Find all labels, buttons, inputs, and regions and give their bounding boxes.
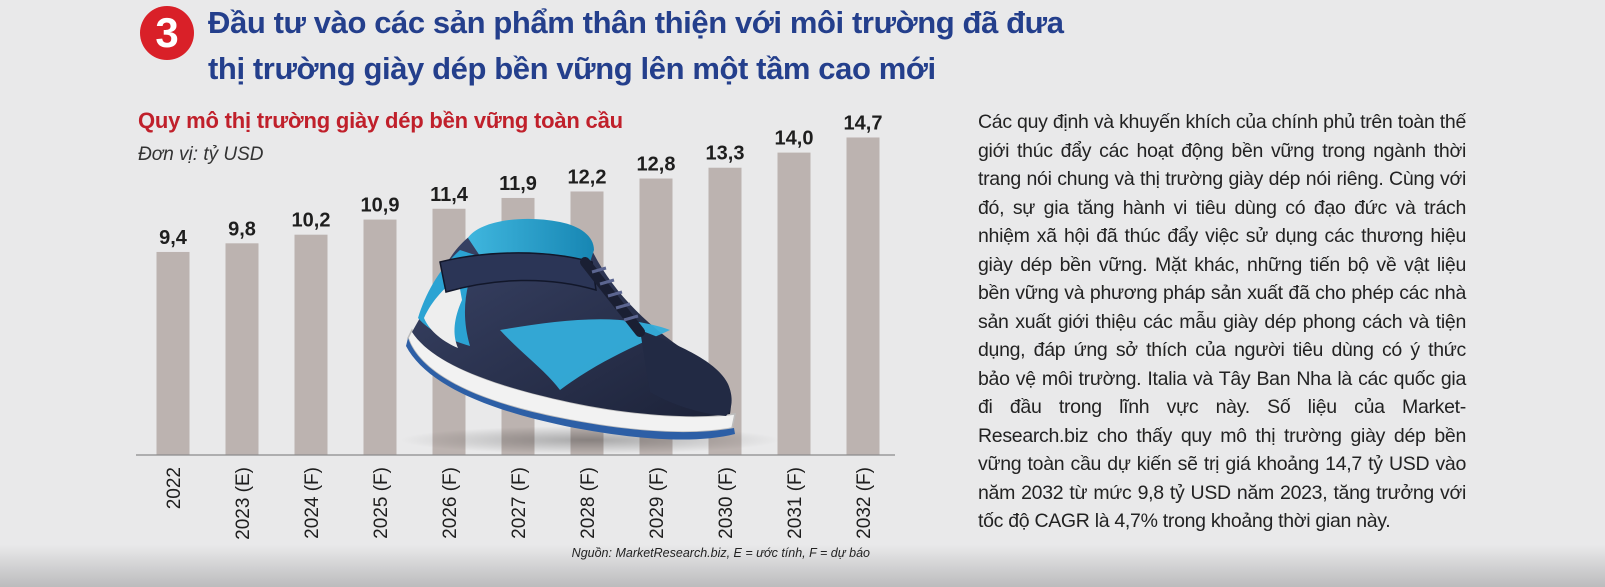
headline-line-2: thị trường giày dép bền vững lên một tầm… xyxy=(208,51,936,86)
bottom-shadow xyxy=(0,545,1605,587)
article-paragraph: Các quy định và khuyến khích của chính p… xyxy=(978,111,1466,532)
value-label-group: 9,4 9,8 10,2 10,9 11,4 11,9 12,2 12,8 13,3 14,0 14… xyxy=(159,112,882,248)
bar-2023-E xyxy=(225,243,259,455)
bar-2031-F xyxy=(777,152,811,455)
bar-2022 xyxy=(156,251,190,455)
chart-source-note: Nguồn: MarketResearch.biz, E = ước tính,… xyxy=(571,546,870,560)
x-tick-label: 2023 (E) xyxy=(233,467,254,540)
value-label: 12,8 xyxy=(637,154,676,176)
value-label: 13,3 xyxy=(706,143,745,165)
bar-2032-F xyxy=(846,137,880,456)
x-tick-label: 2025 (F) xyxy=(371,467,392,539)
value-label: 10,9 xyxy=(361,195,400,217)
x-tick-label: 2022 xyxy=(164,467,185,509)
x-tick-label: 2028 (F) xyxy=(578,467,599,539)
tick-label-group: 2022 2023 (E) 2024 (F) 2025 (F) 2026 (F) 2027… xyxy=(164,467,875,540)
section-number-badge: 3 xyxy=(140,6,194,60)
value-label: 12,2 xyxy=(568,166,607,188)
x-tick-label: 2024 (F) xyxy=(302,467,323,539)
x-tick-label: 2027 (F) xyxy=(509,467,530,539)
chart-title: Quy mô thị trường giày dép bền vững toàn… xyxy=(138,108,623,133)
bar-2025-F xyxy=(363,219,397,455)
bar-chart: 9,4 9,8 10,2 10,9 11,4 11,9 12,2 12,8 13,3 14,0 14… xyxy=(136,112,895,540)
value-label: 14,0 xyxy=(775,128,814,150)
x-tick-label: 2032 (F) xyxy=(854,467,875,539)
x-tick-label: 2031 (F) xyxy=(785,467,806,539)
value-label: 11,9 xyxy=(499,173,537,195)
value-label: 10,2 xyxy=(292,210,331,232)
value-label: 14,7 xyxy=(844,112,883,134)
x-tick-label: 2029 (F) xyxy=(647,467,668,539)
bar-2024-F xyxy=(294,234,328,455)
value-label: 9,4 xyxy=(159,227,188,249)
headline: Đầu tư vào các sản phẩm thân thiện với m… xyxy=(208,0,1064,92)
value-label: 9,8 xyxy=(228,218,256,240)
headline-line-1: Đầu tư vào các sản phẩm thân thiện với m… xyxy=(208,5,1064,40)
sneaker-icon xyxy=(400,218,780,454)
chart-unit: Đơn vị: tỷ USD xyxy=(138,144,264,165)
x-tick-label: 2030 (F) xyxy=(716,467,737,539)
value-label: 11,4 xyxy=(430,184,469,206)
x-tick-label: 2026 (F) xyxy=(440,467,461,539)
